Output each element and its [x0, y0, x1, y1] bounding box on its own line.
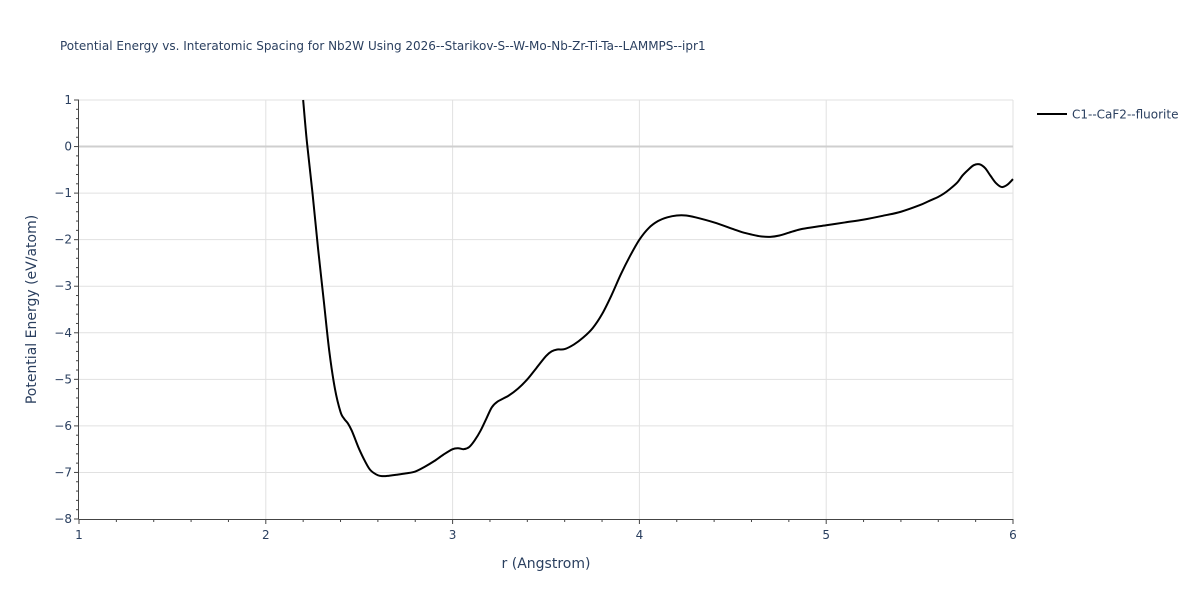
y-axis-title: Potential Energy (eV/atom) — [24, 215, 40, 404]
x-tick-label: 3 — [449, 528, 457, 542]
y-tick-label: −3 — [54, 279, 72, 293]
y-tick-label: −6 — [54, 419, 72, 433]
legend[interactable]: C1--CaF2--fluorite — [1037, 108, 1178, 122]
axes: 1 2 3 4 5 6 1 0 −1 −2 −3 −4 −5 −6 −7 −8 — [54, 93, 1017, 542]
y-tick-label: −5 — [54, 372, 72, 386]
y-tick-label: −4 — [54, 326, 72, 340]
x-tick-label: 6 — [1009, 528, 1017, 542]
plot-area — [302, 99, 1014, 478]
y-tick-label: 0 — [64, 140, 72, 154]
x-tick-label: 1 — [75, 528, 83, 542]
chart-title: Potential Energy vs. Interatomic Spacing… — [60, 39, 706, 53]
x-tick-label: 5 — [822, 528, 830, 542]
x-axis-title: r (Angstrom) — [502, 556, 591, 572]
y-tick-label: 1 — [64, 93, 72, 107]
y-tick-label: −7 — [54, 465, 72, 479]
series-line-c1-caf2-fluorite — [302, 99, 1014, 478]
x-tick-label: 4 — [636, 528, 644, 542]
y-tick-label: −8 — [54, 512, 72, 526]
y-tick-label: −2 — [54, 233, 72, 247]
legend-item-label[interactable]: C1--CaF2--fluorite — [1072, 108, 1178, 122]
x-tick-label: 2 — [262, 528, 270, 542]
grid-lines — [79, 99, 1014, 519]
y-tick-label: −1 — [54, 186, 72, 200]
